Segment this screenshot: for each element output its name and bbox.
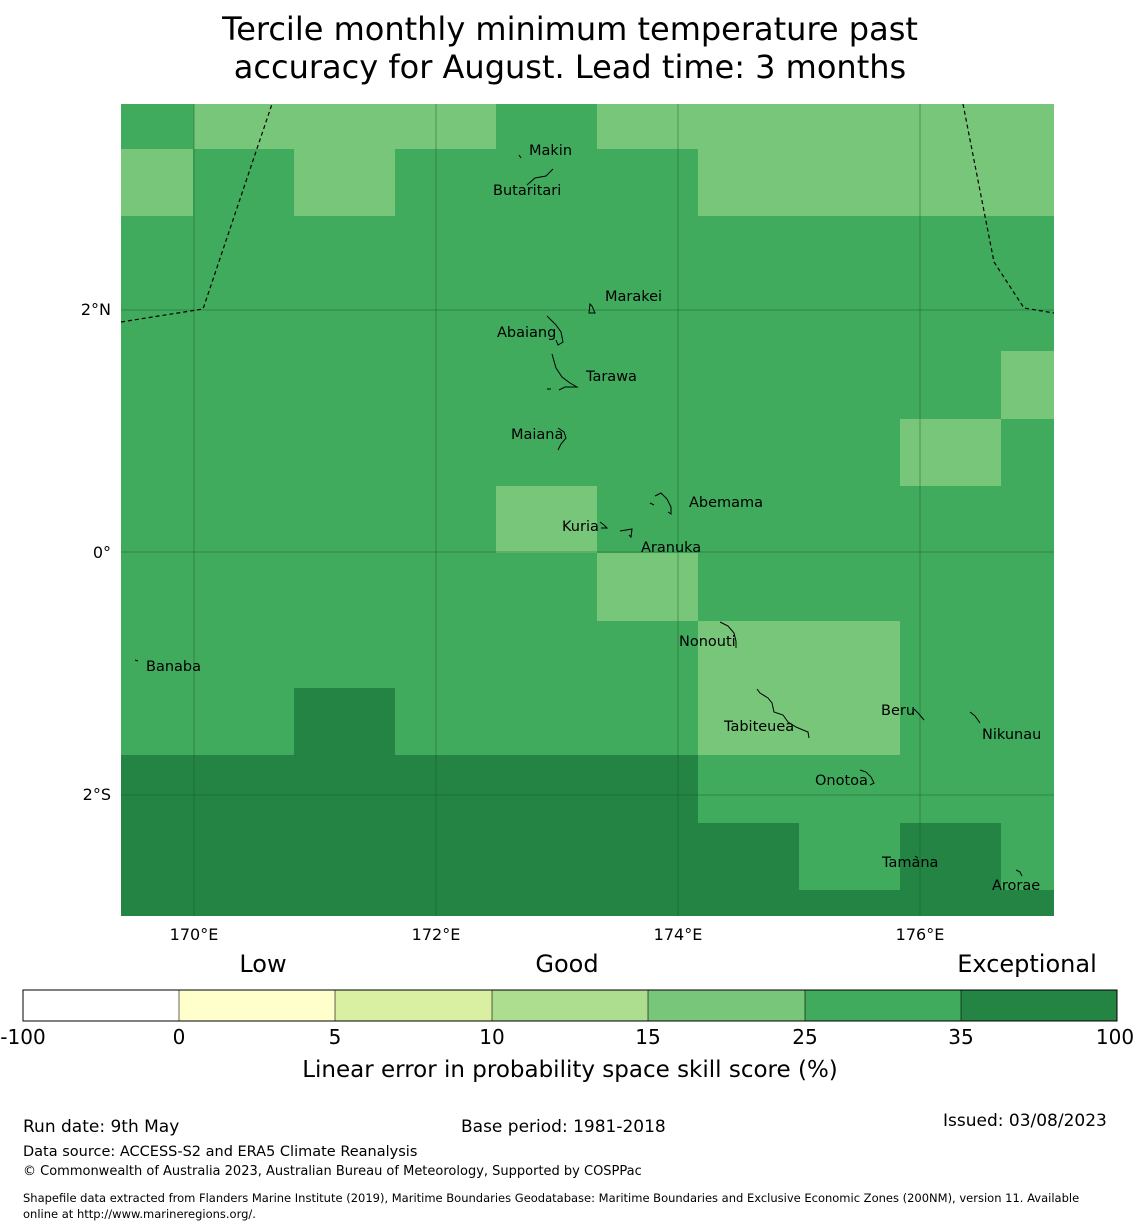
island-shape-tabiteuea — [756, 688, 810, 739]
x-tick-label: 170°E — [170, 925, 219, 944]
grid-cell-light — [496, 486, 597, 553]
island-label-nonouti: Nonouti — [679, 634, 736, 650]
colorbar-bin — [961, 990, 1117, 1021]
colorbar-bin — [805, 990, 961, 1021]
colorbar-tick-label: 25 — [792, 1025, 817, 1049]
colorbar-tick-label: 10 — [479, 1025, 504, 1049]
colorbar-bin — [179, 990, 335, 1021]
grid-cell-dark — [294, 688, 395, 755]
x-tick-label: 172°E — [412, 925, 461, 944]
island-label-marakei: Marakei — [605, 289, 662, 305]
colorbar-tick-label: 100 — [1096, 1025, 1134, 1049]
skill-grid — [121, 104, 1054, 916]
island-label-beru: Beru — [881, 703, 915, 719]
colorbar — [22, 989, 1118, 1022]
grid-cell-light — [597, 553, 698, 621]
y-tick-label: 0° — [93, 543, 111, 562]
island-label-arorae: Arorae — [992, 878, 1040, 894]
grid-cell-light — [900, 419, 1001, 486]
island-shape-abemama — [654, 492, 672, 515]
island-label-makin: Makin — [529, 143, 572, 159]
colorbar-axis-label: Linear error in probability space skill … — [302, 1057, 838, 1083]
island-shape-nonouti — [719, 621, 737, 648]
island-shape-aranuka — [619, 528, 633, 539]
island-shape-maiana — [557, 427, 567, 451]
island-shape-tarawa — [551, 353, 579, 391]
island-shape-marakei — [588, 302, 596, 314]
island-label-banaba: Banaba — [146, 659, 201, 675]
grid-cell-dark — [799, 890, 1054, 916]
shapefile-credit-line-1: Shapefile data extracted from Flanders M… — [23, 1191, 1079, 1205]
legend-category-good: Good — [535, 950, 598, 978]
copyright: © Commonwealth of Australia 2023, Austra… — [23, 1164, 642, 1179]
island-shape-abaiang — [546, 315, 564, 346]
island-shape-kuria — [599, 521, 609, 529]
shapefile-credit-line-2: online at http://www.marineregions.org/. — [23, 1207, 256, 1221]
island-shape-nikunau — [969, 711, 981, 724]
grid-cell-light — [1001, 351, 1054, 419]
grid-cell-light — [194, 104, 496, 149]
title-line-2: accuracy for August. Lead time: 3 months — [233, 48, 907, 86]
island-label-nikunau: Nikunau — [982, 727, 1041, 743]
data-source: Data source: ACCESS-S2 and ERA5 Climate … — [23, 1144, 417, 1160]
colorbar-tick-label: 5 — [329, 1025, 342, 1049]
colorbar-tick-label: 15 — [635, 1025, 660, 1049]
island-shape-butaritari — [526, 168, 554, 186]
island-outlines — [134, 154, 1023, 877]
grid-cell-dark — [900, 823, 1001, 890]
island-label-maiana: Maiana — [511, 427, 563, 443]
base-period: Base period: 1981-2018 — [461, 1117, 666, 1137]
title-line-1: Tercile monthly minimum temperature past — [222, 10, 918, 48]
island-label-kuria: Kuria — [562, 519, 599, 535]
island-shape-onotoa — [859, 769, 875, 786]
island-shape-abemama-islet — [649, 502, 655, 506]
y-tick-label: 2°S — [83, 785, 111, 804]
island-label-tamana: Tamana — [881, 855, 938, 871]
colorbar-bin — [23, 990, 179, 1021]
x-tick-label: 176°E — [896, 925, 945, 944]
island-shape-makin — [518, 154, 522, 159]
island-label-onotoa: Onotoa — [815, 773, 868, 789]
legend-category-exceptional: Exceptional — [957, 950, 1097, 978]
x-tick-label: 174°E — [654, 925, 703, 944]
eez-boundary — [120, 103, 1055, 323]
grid-cell-light — [294, 149, 395, 216]
island-shape-arorae — [1015, 869, 1023, 877]
island-label-abemama: Abemama — [689, 495, 763, 511]
grid-cell-light — [597, 104, 1054, 149]
grid-cell-light — [698, 149, 1054, 216]
colorbar-bin — [335, 990, 492, 1021]
colorbar-tick-label: 35 — [948, 1025, 973, 1049]
island-label-tarawa: Tarawa — [585, 369, 637, 385]
colorbar-bin — [648, 990, 805, 1021]
island-label-butaritari: Butaritari — [493, 183, 561, 199]
colorbar-tick-label: -100 — [0, 1025, 45, 1049]
grid-cell-dark — [121, 755, 698, 916]
grid-cell-light — [698, 621, 900, 755]
grid-cell-dark — [698, 823, 799, 916]
gridlines — [121, 104, 1054, 916]
y-tick-label: 2°N — [81, 300, 111, 319]
colorbar-tick-label: 0 — [173, 1025, 186, 1049]
colorbar-bin — [492, 990, 648, 1021]
grid-cell-light — [121, 149, 193, 216]
island-label-abaiang: Abaiang — [497, 325, 556, 341]
map-title: Tercile monthly minimum temperature past… — [0, 10, 1140, 86]
island-shape-beru — [913, 708, 925, 721]
issued-date: Issued: 03/08/2023 — [943, 1111, 1107, 1131]
island-shape-banaba — [134, 659, 139, 662]
island-label-tabiteuea: Tabiteuea — [723, 719, 794, 735]
island-label-aranuka: Aranuka — [641, 540, 701, 556]
run-date: Run date: 9th May — [23, 1117, 179, 1137]
island-shape-tamana — [914, 855, 919, 859]
legend-category-low: Low — [239, 950, 286, 978]
